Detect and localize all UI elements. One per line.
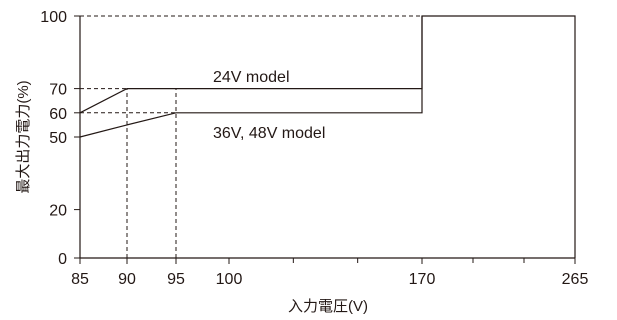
- x-tick-label-85: 85: [71, 271, 89, 288]
- y-tick-label-60: 60: [49, 106, 67, 123]
- x-tick-label-90: 90: [118, 271, 136, 288]
- series-lines: [79, 15, 576, 258]
- x-tick-label-95: 95: [167, 271, 185, 288]
- x-axis-title: 入力電圧(V): [288, 298, 368, 315]
- series-line-0: [79, 15, 576, 258]
- reference-lines: [80, 15, 422, 258]
- x-tick-label-265: 265: [562, 271, 589, 288]
- y-tick-label-0: 0: [58, 251, 67, 268]
- y-tick-label-100: 100: [40, 9, 67, 26]
- y-tick-label-50: 50: [49, 130, 67, 147]
- y-tick-label-20: 20: [49, 203, 67, 220]
- x-tick-label-100: 100: [216, 271, 243, 288]
- series-label-24v: 24V model: [213, 69, 290, 86]
- series-line-1: [79, 16, 423, 138]
- x-tick-label-170: 170: [409, 271, 436, 288]
- tick-labels: 0 20 50 60 70 100 85 90 95 100 170 265: [40, 9, 588, 288]
- y-tick-label-70: 70: [49, 82, 67, 99]
- series-label-36v-48v: 36V, 48V model: [213, 125, 325, 142]
- y-axis-title: 最大出力電力(%): [15, 80, 32, 193]
- axes: [79, 16, 575, 259]
